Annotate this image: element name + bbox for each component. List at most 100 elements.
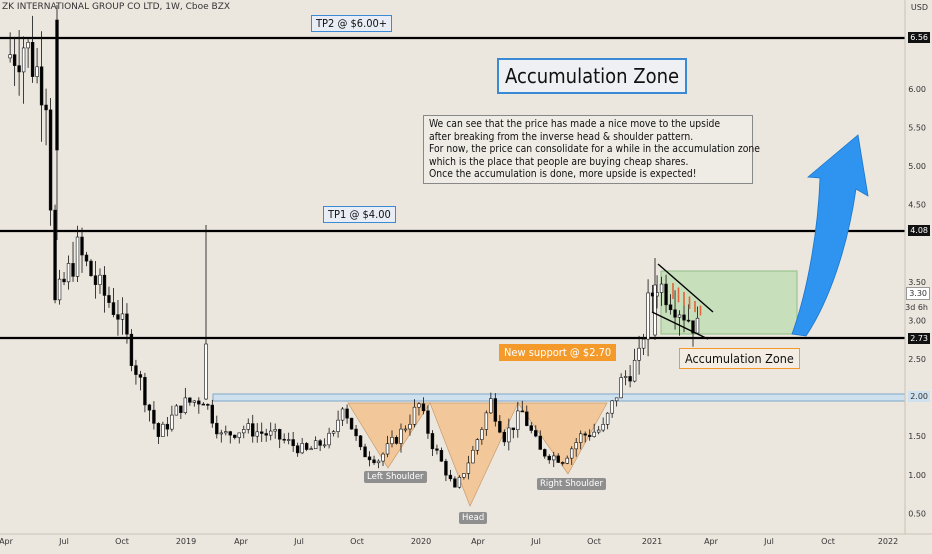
candle-body [628,376,632,382]
candle-body [273,429,277,432]
tp2-price-badge: 6.56 [908,32,930,43]
candle-body [520,410,524,413]
candle-body [134,365,138,375]
candle-body [57,278,62,301]
candle-body [457,476,462,488]
time-tick-label: Jul [530,537,541,546]
candle-body [354,428,358,437]
candle-body [349,417,354,430]
candle-body [174,405,179,416]
candle-body [277,429,282,440]
candle-body [12,54,17,66]
candle-body [511,427,516,431]
price-tick-label: 1.00 [908,471,926,480]
neckline-price-badge: 2.00 [908,391,930,402]
analysis-note: We can see that the price has made a nic… [423,115,760,184]
price-tick-label: 3.50 [908,278,926,287]
note-line: We can see that the price has made a nic… [429,118,721,130]
candle-body [659,283,664,293]
candle-body [246,423,250,430]
candle-body [260,431,264,434]
candle-body [653,284,657,336]
candle-body [529,425,533,431]
candle-body [605,412,610,425]
candle-body [394,437,399,444]
candle-body [480,429,484,440]
candle-body [98,274,102,285]
candle-body [471,449,475,464]
right-shoulder-label: Right Shoulder [537,478,606,490]
time-tick-label: Oct [115,537,129,546]
candle-body [475,439,480,451]
candle-body [331,431,336,434]
candle-body [156,423,161,437]
time-tick-label: 2021 [642,537,662,546]
candle-body [322,444,327,447]
candle-body [129,333,134,366]
candle-body [543,449,547,457]
candle-body [143,377,147,406]
price-tick-label: 0.50 [908,509,926,518]
time-tick-label: Apr [471,537,486,546]
candle-body [507,427,511,443]
candle-body [188,397,192,403]
candle-body [286,439,291,441]
tp1-label: TP1 @ $4.00 [323,206,396,223]
candle-body [8,54,12,59]
time-tick-label: Jul [293,537,304,546]
candle-body [35,66,39,77]
candle-body [578,433,583,443]
candle-body [53,209,57,301]
candle-body [62,278,66,283]
candle-body [282,438,286,441]
time-axis-ticks: Apr Jul Oct 2019 Apr Jul Oct 2020 Apr Jul Oct 2021 A… [0,537,898,546]
candle-body [204,343,208,400]
candle-body [498,421,502,433]
candle-body [84,254,89,262]
candle-body [502,431,507,443]
wedge-lower-line [651,311,709,340]
candle-body [192,400,197,403]
tp1-price-badge: 4.08 [908,225,930,236]
candle-body [138,374,143,378]
candle-body [372,459,376,464]
candle-body [637,347,641,361]
candle-body [403,428,408,431]
candle-body [197,400,201,405]
candle-body [313,440,318,450]
time-tick-label: 2020 [411,537,431,546]
price-tick-label: 6.00 [908,85,926,94]
candle-body [318,440,322,446]
right-shoulder-shape [517,402,608,475]
candle-body [39,66,44,106]
candle-body [587,434,592,437]
candle-body [641,338,646,349]
candle-body [399,428,403,444]
price-tick-label: 1.50 [908,432,926,441]
candle-body [435,448,439,451]
price-tick-label: 4.50 [908,201,926,210]
candle-body [71,263,75,277]
time-tick-label: Oct [821,537,835,546]
support-label: New support @ $2.70 [499,344,617,361]
candle-body [224,431,228,434]
time-tick-label: Oct [587,537,601,546]
candle-body [592,431,596,437]
candle-body [336,419,340,432]
candle-body [547,455,551,461]
note-line: after breaking from the inverse head & s… [429,130,694,143]
candle-body [17,65,21,73]
wedge-upper-line [657,263,714,313]
candle-body [327,432,331,446]
support-price-badge: 2.73 [908,333,930,344]
candle-body [462,473,466,478]
candle-body [26,41,30,49]
left-shoulder-label: Left Shoulder [364,471,427,483]
price-tick-label: 2.50 [908,355,926,364]
time-tick-label: Oct [350,537,364,546]
candle-body [682,314,686,321]
candle-body [614,397,619,402]
candle-body [170,414,174,430]
candle-body [44,104,48,111]
